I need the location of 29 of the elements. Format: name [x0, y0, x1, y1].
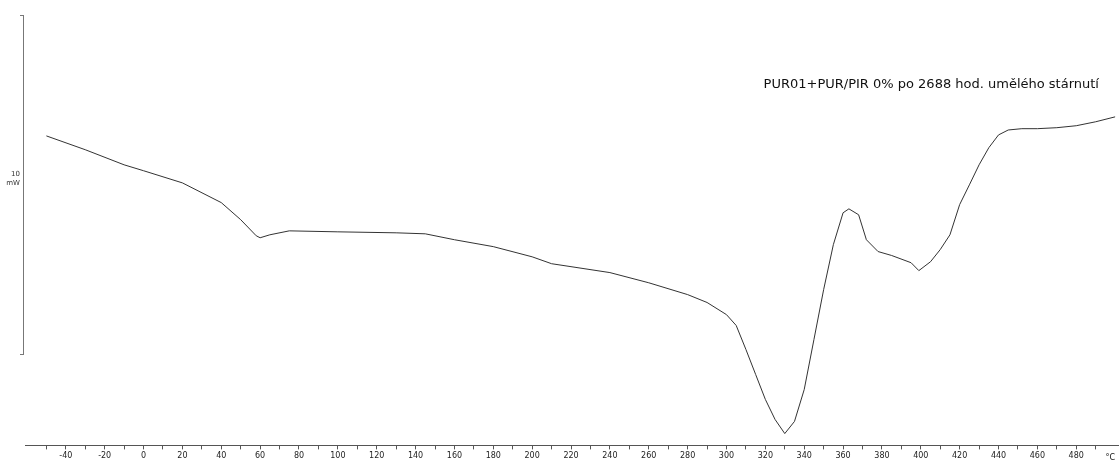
x-tick-label: 400	[913, 451, 929, 461]
x-axis-title: °C	[1105, 453, 1116, 463]
x-tick-label: 440	[990, 451, 1007, 461]
x-tick-label: 120	[369, 451, 385, 461]
x-tick-label: -20	[98, 451, 112, 461]
x-tick-label: 40	[216, 451, 227, 461]
x-tick-label: 420	[952, 451, 968, 461]
x-tick-label: 340	[796, 451, 812, 461]
x-tick-label: 80	[293, 451, 305, 461]
x-tick-label: 380	[874, 451, 890, 461]
x-tick-label: -40	[59, 451, 73, 461]
x-tick-label: 140	[407, 451, 424, 461]
x-tick-label: 60	[255, 451, 266, 461]
x-tick-label: 100	[330, 451, 346, 461]
x-tick-label: 160	[446, 451, 463, 461]
chart-title: PUR01+PUR/PIR 0% po 2688 hod. umělého stárnutí	[763, 76, 1100, 92]
x-tick-label: 300	[718, 451, 735, 461]
x-tick-label: 240	[602, 451, 618, 461]
x-tick-label: 260	[641, 451, 657, 461]
x-tick-label: 180	[485, 451, 501, 461]
x-tick-label: 220	[563, 451, 579, 461]
x-tick-label: 200	[524, 451, 540, 461]
x-tick-label: 360	[835, 451, 851, 461]
x-tick-label: 460	[1029, 451, 1046, 461]
x-tick-label: 320	[757, 451, 773, 461]
x-tick-label: 0	[140, 451, 147, 461]
x-tick-label: 20	[177, 451, 188, 461]
x-tick-label: 280	[679, 451, 696, 461]
x-tick-label: 480	[1068, 451, 1084, 461]
